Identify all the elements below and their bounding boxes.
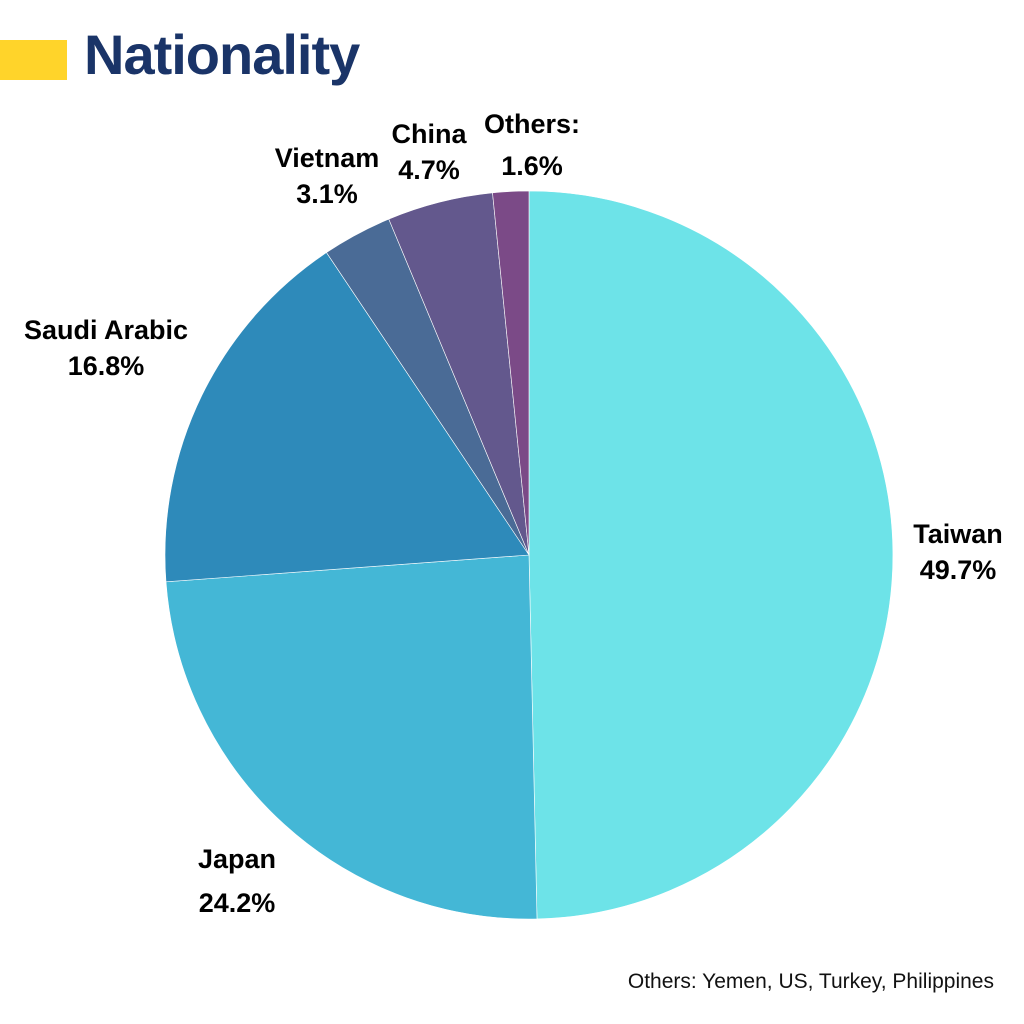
label-japan: Japan 24.2% bbox=[198, 837, 276, 925]
label-vietnam-name: Vietnam bbox=[274, 143, 380, 173]
label-vietnam: Vietnam 3.1% bbox=[275, 140, 380, 212]
pie-slice-others bbox=[492, 190, 530, 556]
label-others: Others: 1.6% bbox=[484, 103, 580, 187]
pie-slice-saudi-arabic bbox=[164, 252, 530, 583]
pie-slice-japan bbox=[165, 554, 538, 920]
label-vietnam-value: 3.1% bbox=[296, 179, 358, 209]
label-saudi-arabic-name: Saudi Arabic bbox=[23, 315, 189, 345]
footnote: Others: Yemen, US, Turkey, Philippines bbox=[627, 970, 994, 993]
label-china-value: 4.7% bbox=[398, 155, 460, 185]
label-china-name: China bbox=[391, 119, 467, 149]
pie-slice-taiwan bbox=[528, 190, 894, 920]
label-taiwan: Taiwan 49.7% bbox=[913, 516, 1003, 588]
label-others-value: 1.6% bbox=[501, 151, 563, 181]
label-taiwan-name: Taiwan bbox=[913, 519, 1003, 549]
label-saudi-arabic-value: 16.8% bbox=[67, 351, 145, 381]
label-japan-name: Japan bbox=[197, 844, 277, 874]
label-taiwan-value: 49.7% bbox=[919, 555, 997, 585]
title-accent-bar bbox=[0, 40, 67, 80]
chart-title: Nationality bbox=[84, 23, 360, 86]
label-others-name: Others: bbox=[483, 109, 581, 139]
label-japan-value: 24.2% bbox=[198, 888, 276, 918]
label-saudi-arabic: Saudi Arabic 16.8% bbox=[24, 312, 188, 384]
label-china: China 4.7% bbox=[391, 116, 466, 188]
